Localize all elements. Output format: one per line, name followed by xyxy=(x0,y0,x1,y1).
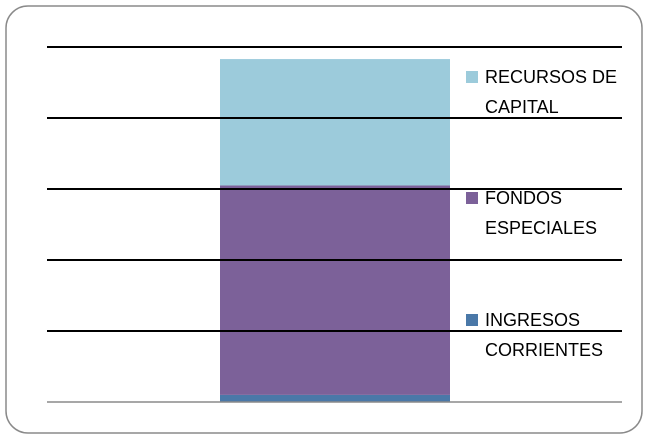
legend-swatch xyxy=(466,71,478,83)
legend-item: FONDOS ESPECIALES xyxy=(466,183,631,243)
bar-segment xyxy=(220,394,450,402)
legend-item: RECURSOS DE CAPITAL xyxy=(466,62,631,122)
legend-item: INGRESOS CORRIENTES xyxy=(466,305,631,365)
bar-segment xyxy=(220,185,450,395)
bar-segment xyxy=(220,59,450,186)
legend-swatch xyxy=(466,314,478,326)
legend-swatch xyxy=(466,192,478,204)
legend-label: RECURSOS DE CAPITAL xyxy=(485,67,618,117)
legend-label: FONDOS ESPECIALES xyxy=(485,188,598,238)
legend-label: INGRESOS CORRIENTES xyxy=(485,310,604,360)
